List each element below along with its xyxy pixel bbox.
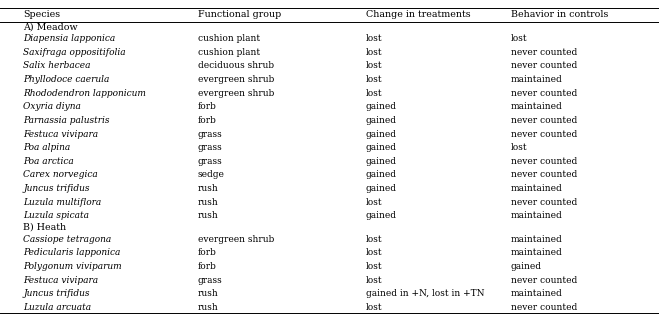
Text: forb: forb bbox=[198, 262, 217, 271]
Text: maintained: maintained bbox=[511, 75, 563, 84]
Text: lost: lost bbox=[511, 143, 527, 152]
Text: Diapensia lapponica: Diapensia lapponica bbox=[23, 34, 115, 43]
Text: never counted: never counted bbox=[511, 303, 577, 312]
Text: lost: lost bbox=[366, 235, 382, 243]
Text: never counted: never counted bbox=[511, 61, 577, 70]
Text: gained: gained bbox=[366, 116, 397, 125]
Text: lost: lost bbox=[366, 61, 382, 70]
Text: lost: lost bbox=[366, 75, 382, 84]
Text: maintained: maintained bbox=[511, 102, 563, 111]
Text: Functional group: Functional group bbox=[198, 10, 281, 19]
Text: rush: rush bbox=[198, 289, 218, 298]
Text: gained: gained bbox=[366, 184, 397, 193]
Text: Cassiope tetragona: Cassiope tetragona bbox=[23, 235, 111, 243]
Text: Poa alpina: Poa alpina bbox=[23, 143, 71, 152]
Text: lost: lost bbox=[366, 34, 382, 43]
Text: B) Heath: B) Heath bbox=[23, 223, 66, 232]
Text: Poa arctica: Poa arctica bbox=[23, 157, 74, 166]
Text: evergreen shrub: evergreen shrub bbox=[198, 235, 274, 243]
Text: never counted: never counted bbox=[511, 129, 577, 139]
Text: lost: lost bbox=[366, 276, 382, 284]
Text: Species: Species bbox=[23, 10, 60, 19]
Text: forb: forb bbox=[198, 248, 217, 257]
Text: Luzula multiflora: Luzula multiflora bbox=[23, 198, 101, 207]
Text: never counted: never counted bbox=[511, 48, 577, 57]
Text: maintained: maintained bbox=[511, 289, 563, 298]
Text: never counted: never counted bbox=[511, 170, 577, 180]
Text: gained: gained bbox=[366, 143, 397, 152]
Text: Festuca vivipara: Festuca vivipara bbox=[23, 129, 98, 139]
Text: rush: rush bbox=[198, 303, 218, 312]
Text: forb: forb bbox=[198, 102, 217, 111]
Text: gained: gained bbox=[366, 129, 397, 139]
Text: never counted: never counted bbox=[511, 116, 577, 125]
Text: gained: gained bbox=[366, 102, 397, 111]
Text: lost: lost bbox=[366, 198, 382, 207]
Text: lost: lost bbox=[366, 89, 382, 98]
Text: Salix herbacea: Salix herbacea bbox=[23, 61, 90, 70]
Text: gained: gained bbox=[366, 170, 397, 180]
Text: cushion plant: cushion plant bbox=[198, 34, 260, 43]
Text: never counted: never counted bbox=[511, 157, 577, 166]
Text: forb: forb bbox=[198, 116, 217, 125]
Text: Luzula spicata: Luzula spicata bbox=[23, 211, 89, 220]
Text: Saxifraga oppositifolia: Saxifraga oppositifolia bbox=[23, 48, 126, 57]
Text: lost: lost bbox=[366, 262, 382, 271]
Text: lost: lost bbox=[366, 48, 382, 57]
Text: grass: grass bbox=[198, 129, 223, 139]
Text: grass: grass bbox=[198, 157, 223, 166]
Text: Luzula arcuata: Luzula arcuata bbox=[23, 303, 91, 312]
Text: Change in treatments: Change in treatments bbox=[366, 10, 471, 19]
Text: rush: rush bbox=[198, 198, 218, 207]
Text: gained in +N, lost in +TN: gained in +N, lost in +TN bbox=[366, 289, 484, 298]
Text: gained: gained bbox=[366, 157, 397, 166]
Text: Oxyria diyna: Oxyria diyna bbox=[23, 102, 81, 111]
Text: never counted: never counted bbox=[511, 276, 577, 284]
Text: sedge: sedge bbox=[198, 170, 225, 180]
Text: lost: lost bbox=[366, 303, 382, 312]
Text: never counted: never counted bbox=[511, 198, 577, 207]
Text: grass: grass bbox=[198, 276, 223, 284]
Text: Rhododendron lapponicum: Rhododendron lapponicum bbox=[23, 89, 146, 98]
Text: rush: rush bbox=[198, 211, 218, 220]
Text: rush: rush bbox=[198, 184, 218, 193]
Text: maintained: maintained bbox=[511, 248, 563, 257]
Text: never counted: never counted bbox=[511, 89, 577, 98]
Text: grass: grass bbox=[198, 143, 223, 152]
Text: lost: lost bbox=[366, 248, 382, 257]
Text: cushion plant: cushion plant bbox=[198, 48, 260, 57]
Text: maintained: maintained bbox=[511, 211, 563, 220]
Text: Polygonum viviparum: Polygonum viviparum bbox=[23, 262, 122, 271]
Text: Juncus trifidus: Juncus trifidus bbox=[23, 184, 90, 193]
Text: Festuca vivipara: Festuca vivipara bbox=[23, 276, 98, 284]
Text: Behavior in controls: Behavior in controls bbox=[511, 10, 608, 19]
Text: gained: gained bbox=[511, 262, 542, 271]
Text: Carex norvegica: Carex norvegica bbox=[23, 170, 98, 180]
Text: deciduous shrub: deciduous shrub bbox=[198, 61, 274, 70]
Text: A) Meadow: A) Meadow bbox=[23, 22, 78, 31]
Text: Pedicularis lapponica: Pedicularis lapponica bbox=[23, 248, 121, 257]
Text: Phyllodoce caerula: Phyllodoce caerula bbox=[23, 75, 109, 84]
Text: gained: gained bbox=[366, 211, 397, 220]
Text: Juncus trifidus: Juncus trifidus bbox=[23, 289, 90, 298]
Text: lost: lost bbox=[511, 34, 527, 43]
Text: Parnassia palustris: Parnassia palustris bbox=[23, 116, 109, 125]
Text: evergreen shrub: evergreen shrub bbox=[198, 75, 274, 84]
Text: maintained: maintained bbox=[511, 235, 563, 243]
Text: maintained: maintained bbox=[511, 184, 563, 193]
Text: evergreen shrub: evergreen shrub bbox=[198, 89, 274, 98]
